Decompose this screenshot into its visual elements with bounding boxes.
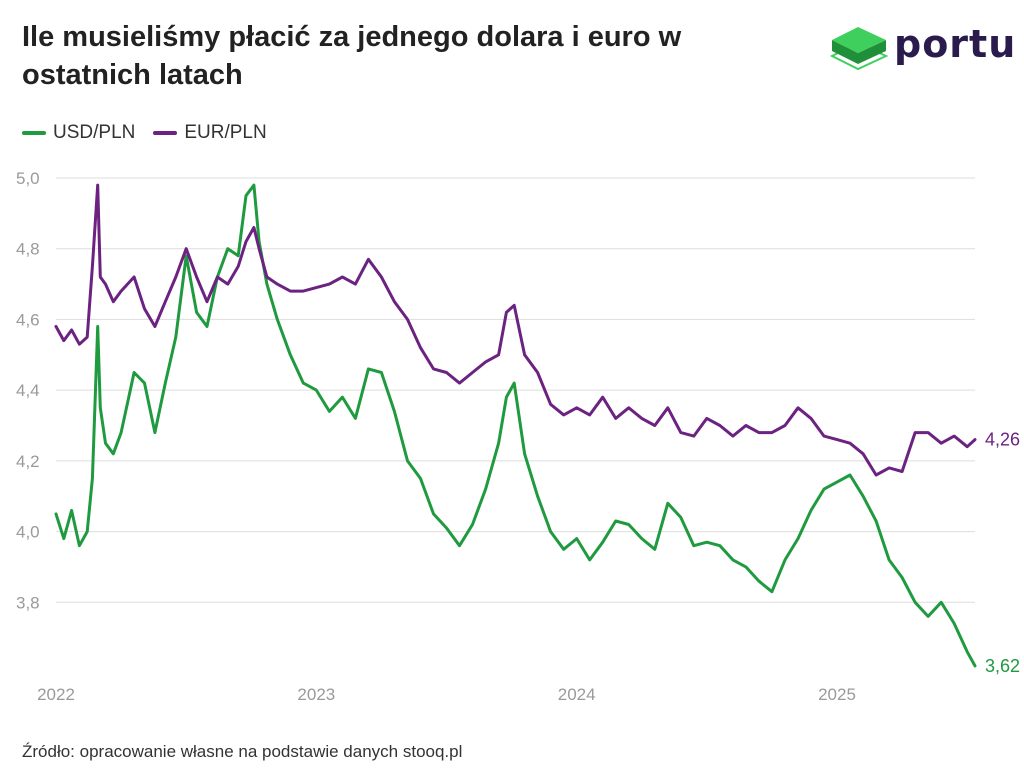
- y-tick-label: 4,6: [16, 310, 40, 329]
- portu-logo: portu: [828, 18, 1015, 76]
- legend: USD/PLN EUR/PLN: [22, 122, 267, 144]
- series-line-usd: [54, 183, 977, 668]
- y-tick-label: 4,0: [16, 523, 40, 542]
- legend-swatch-eur: [153, 131, 178, 135]
- x-tick-label: 2022: [37, 685, 75, 704]
- chart-title: Ile musieliśmy płacić za jednego dolara …: [22, 21, 682, 91]
- cube-icon: [829, 27, 889, 71]
- legend-swatch-usd: [22, 131, 46, 135]
- legend-item-eur: EUR/PLN: [153, 122, 267, 144]
- legend-item-usd: USD/PLN: [22, 122, 135, 144]
- legend-label-usd: USD/PLN: [53, 122, 136, 143]
- y-tick-label: 5,0: [16, 169, 40, 188]
- y-tick-label: 3,8: [16, 593, 40, 612]
- series-line-eur: [54, 183, 977, 477]
- x-tick-label: 2024: [558, 685, 596, 704]
- source-note: Źródło: opracowanie własne na podstawie …: [22, 742, 463, 761]
- y-tick-label: 4,2: [16, 452, 40, 471]
- x-tick-label: 2025: [818, 685, 856, 704]
- logo-wordmark: portu: [894, 22, 1017, 66]
- end-value-label: 4,26: [985, 430, 1020, 450]
- legend-label-eur: EUR/PLN: [184, 122, 267, 143]
- y-tick-label: 4,4: [16, 381, 40, 400]
- y-tick-label: 4,8: [16, 240, 40, 259]
- end-value-label: 3,62: [985, 656, 1020, 676]
- x-tick-label: 2023: [297, 685, 335, 704]
